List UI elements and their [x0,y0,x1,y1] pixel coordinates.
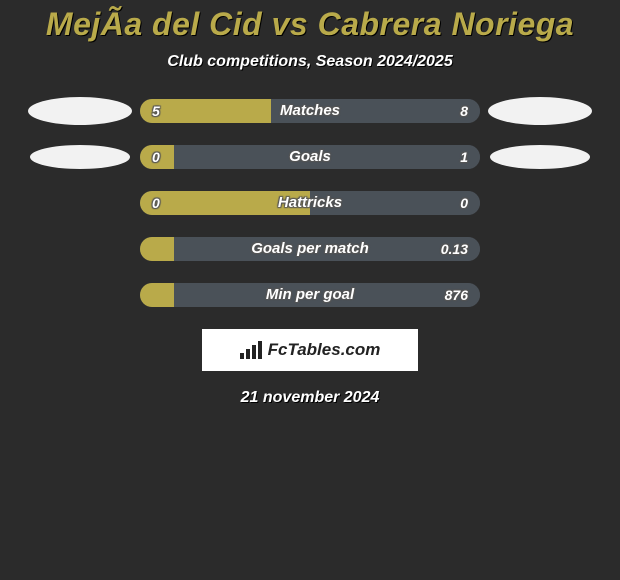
stat-value-right: 8 [460,99,468,123]
stat-label: Goals per match [140,237,480,261]
stat-label: Matches [140,99,480,123]
stat-value-right: 876 [445,283,468,307]
left-avatar-2 [30,145,130,169]
stat-bar: Min per goal 876 [140,283,480,307]
right-avatar-1 [488,97,592,125]
left-avatar-slot [20,97,140,125]
subtitle: Club competitions, Season 2024/2025 [0,53,620,71]
page-title: MejÃ­a del Cid vs Cabrera Noriega [0,0,620,43]
left-avatar-1 [28,97,132,125]
stat-value-right: 0 [460,191,468,215]
stat-label: Goals [140,145,480,169]
stat-row: Goals per match 0.13 [0,237,620,261]
right-avatar-slot [480,97,600,125]
stat-bar: 0 Goals 1 [140,145,480,169]
stat-label: Min per goal [140,283,480,307]
right-avatar-2 [490,145,590,169]
comparison-card: MejÃ­a del Cid vs Cabrera Noriega Club c… [0,0,620,580]
bars-icon [240,341,262,359]
branding-badge[interactable]: FcTables.com [202,329,418,371]
stat-bar: 0 Hattricks 0 [140,191,480,215]
stat-bar: 5 Matches 8 [140,99,480,123]
stat-row: 0 Goals 1 [0,145,620,169]
stat-row: Min per goal 876 [0,283,620,307]
stat-value-right: 0.13 [441,237,468,261]
stat-bar: Goals per match 0.13 [140,237,480,261]
right-avatar-slot [480,145,600,169]
stat-row: 0 Hattricks 0 [0,191,620,215]
stat-label: Hattricks [140,191,480,215]
branding-text: FcTables.com [268,340,381,360]
stat-row: 5 Matches 8 [0,99,620,123]
snapshot-date: 21 november 2024 [0,389,620,407]
left-avatar-slot [20,145,140,169]
stats-list: 5 Matches 8 0 Goals 1 [0,99,620,307]
stat-value-right: 1 [460,145,468,169]
